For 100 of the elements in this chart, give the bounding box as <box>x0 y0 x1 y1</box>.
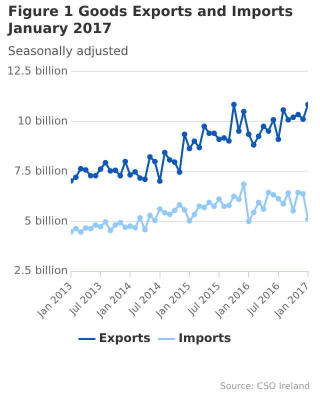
point <box>211 203 217 210</box>
point <box>172 208 178 214</box>
point <box>172 159 178 165</box>
point <box>295 112 301 118</box>
point <box>127 223 133 230</box>
y-tick-label: 2.5 billion <box>14 264 68 278</box>
point <box>250 142 256 148</box>
point <box>92 222 98 228</box>
point <box>206 130 212 136</box>
point <box>117 172 124 178</box>
point <box>221 135 227 141</box>
point <box>276 136 282 142</box>
point <box>112 167 118 174</box>
point <box>176 169 182 175</box>
y-tick-label: 7.5 billion <box>14 164 68 178</box>
point <box>78 229 84 235</box>
point <box>73 174 79 180</box>
point <box>196 144 202 150</box>
point <box>290 114 296 120</box>
y-tick-label: 10 billion <box>17 114 68 128</box>
point <box>201 204 208 210</box>
point <box>295 190 301 196</box>
point <box>250 210 256 216</box>
point <box>246 132 252 138</box>
point <box>300 191 306 197</box>
point <box>231 193 237 200</box>
point <box>82 167 89 173</box>
point <box>226 138 232 144</box>
point <box>240 181 247 188</box>
point <box>137 175 143 181</box>
point <box>88 226 94 232</box>
point <box>280 201 286 207</box>
point <box>122 224 128 230</box>
point <box>201 124 208 130</box>
point <box>147 154 153 160</box>
point <box>221 203 227 210</box>
point <box>216 136 222 142</box>
chart-subtitle: Seasonally adjusted <box>8 44 128 58</box>
legend-label: Exports <box>98 331 150 346</box>
point <box>147 212 153 218</box>
point <box>108 168 114 174</box>
point <box>157 206 163 212</box>
point <box>102 160 108 166</box>
point <box>186 146 192 152</box>
point <box>192 138 198 144</box>
point <box>102 219 108 225</box>
point <box>166 157 172 163</box>
point <box>152 218 158 224</box>
point <box>132 225 138 231</box>
point <box>182 132 188 138</box>
point <box>285 116 292 123</box>
point <box>206 200 212 206</box>
point <box>216 196 222 202</box>
point <box>236 128 242 134</box>
source-note: Source: CSO Ireland <box>220 382 310 392</box>
point <box>186 218 192 224</box>
point <box>211 130 217 136</box>
point <box>192 212 198 218</box>
point <box>246 218 252 224</box>
point <box>300 116 306 122</box>
point <box>260 206 266 212</box>
point <box>266 190 272 196</box>
point <box>82 225 89 231</box>
point <box>92 172 98 178</box>
point <box>260 124 266 130</box>
point <box>73 226 79 232</box>
point <box>270 192 276 198</box>
point <box>108 228 114 234</box>
point <box>112 222 118 228</box>
point <box>132 169 138 175</box>
point <box>276 196 282 202</box>
point <box>127 172 133 178</box>
point <box>117 220 124 226</box>
point <box>137 215 143 221</box>
point <box>122 158 128 164</box>
point <box>266 128 272 134</box>
point <box>78 166 84 172</box>
point <box>226 202 232 208</box>
point <box>256 200 262 206</box>
point <box>290 208 296 214</box>
point <box>285 190 292 196</box>
legend-label: Imports <box>178 331 232 346</box>
point <box>196 203 202 210</box>
point <box>256 134 262 140</box>
point <box>162 210 168 216</box>
point <box>157 178 163 184</box>
point <box>142 176 148 182</box>
y-tick-label: 5 billion <box>24 214 68 228</box>
y-tick-label: 12.5 billion <box>6 64 68 78</box>
point <box>231 102 237 108</box>
point <box>280 107 286 113</box>
point <box>236 196 242 202</box>
point <box>166 212 172 218</box>
point <box>182 207 188 213</box>
point <box>88 172 94 178</box>
point <box>162 150 168 156</box>
point <box>240 108 247 114</box>
point <box>152 158 158 164</box>
point <box>176 202 182 208</box>
point <box>98 224 104 230</box>
